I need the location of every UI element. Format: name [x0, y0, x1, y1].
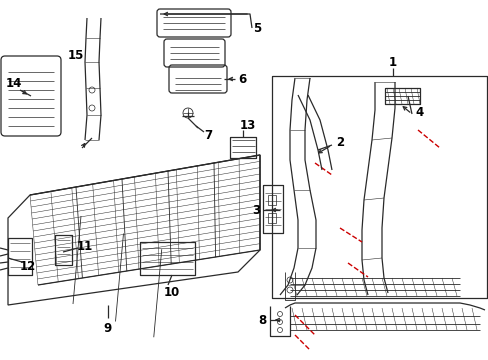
- Text: 11: 11: [77, 239, 93, 252]
- Text: 7: 7: [203, 129, 212, 141]
- Text: 15: 15: [68, 49, 84, 62]
- Text: 4: 4: [415, 105, 423, 118]
- Text: 12: 12: [20, 261, 36, 274]
- Text: 8: 8: [257, 314, 265, 327]
- Text: 1: 1: [388, 55, 396, 68]
- Text: 5: 5: [252, 22, 261, 35]
- Bar: [267, 213, 275, 223]
- Text: 9: 9: [103, 321, 112, 334]
- Text: 13: 13: [240, 118, 256, 131]
- Text: 14: 14: [6, 77, 22, 90]
- Text: 6: 6: [237, 72, 245, 86]
- Text: 10: 10: [163, 285, 180, 298]
- Text: 2: 2: [335, 135, 344, 149]
- Text: 3: 3: [251, 203, 260, 216]
- Bar: [267, 195, 275, 205]
